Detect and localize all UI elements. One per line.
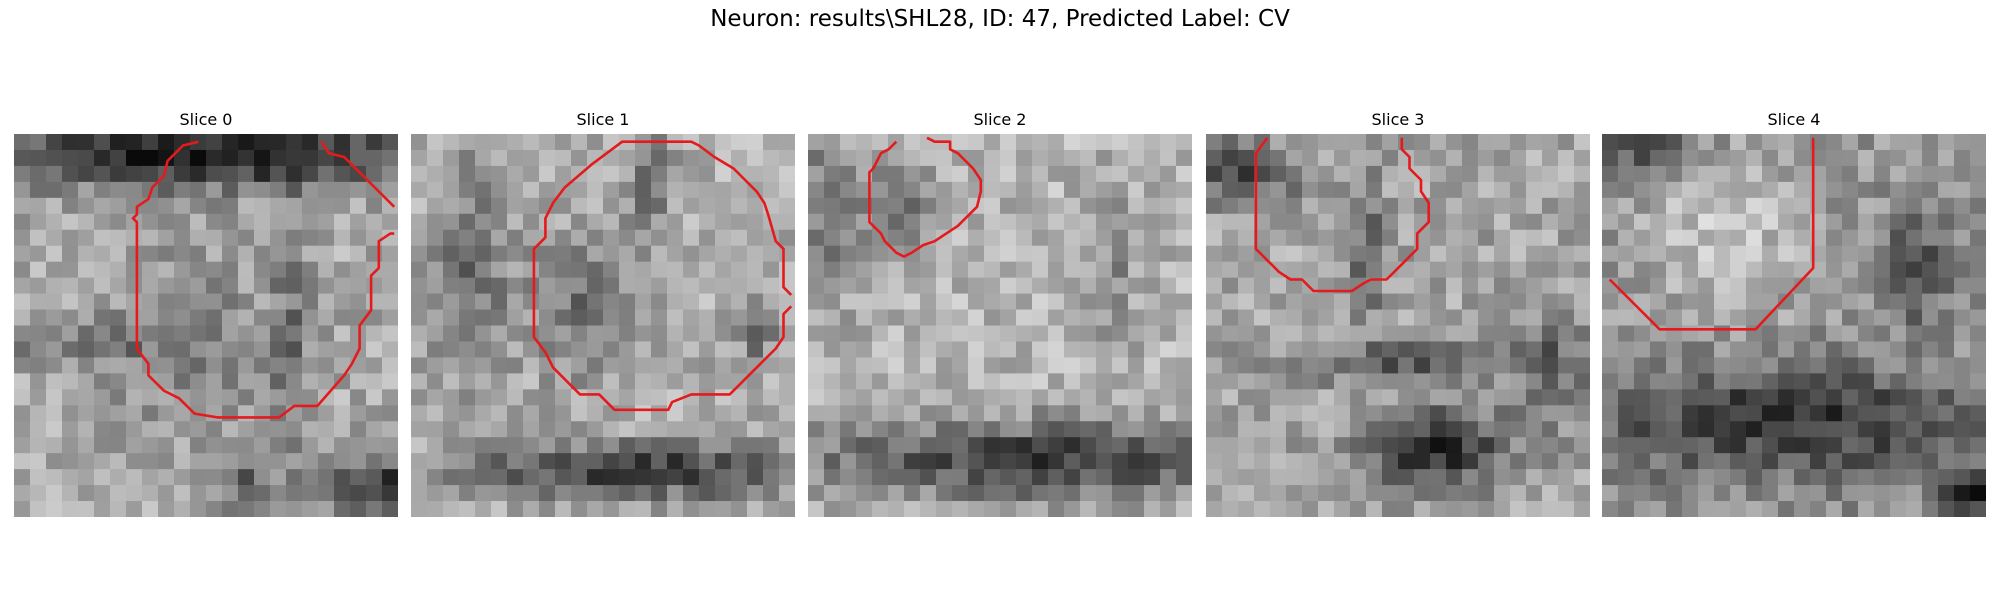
slice-image	[808, 134, 1192, 517]
slice-image	[14, 134, 398, 517]
slice-title: Slice 0	[179, 110, 233, 129]
segmentation-contour	[1254, 137, 1430, 293]
slice-panel: Slice 1	[411, 108, 795, 518]
slice-panel: Slice 3	[1206, 108, 1590, 518]
slice-pixels	[808, 134, 1192, 517]
segmentation-contour	[532, 140, 793, 412]
slice-pixels	[411, 134, 795, 517]
slice-panel: Slice 0	[14, 108, 398, 518]
figure-title: Neuron: results\SHL28, ID: 47, Predicted…	[710, 6, 1290, 32]
slice-title: Slice 3	[1371, 110, 1425, 129]
slice-title: Slice 4	[1767, 110, 1821, 129]
slice-pixels	[1206, 134, 1590, 517]
slice-image	[1206, 134, 1590, 517]
slice-image	[411, 134, 795, 517]
slice-title: Slice 2	[973, 110, 1027, 129]
slice-pixels	[1602, 134, 1986, 517]
segmentation-contour	[1608, 137, 1815, 331]
slice-title: Slice 1	[576, 110, 630, 129]
slice-panel: Slice 2	[808, 108, 1192, 518]
segmentation-contour	[868, 136, 983, 258]
slice-image	[1602, 134, 1986, 517]
segmentation-contour	[131, 140, 395, 419]
slice-panel: Slice 4	[1602, 108, 1986, 518]
segmentation-contour	[320, 140, 396, 208]
slice-pixels	[14, 134, 398, 517]
